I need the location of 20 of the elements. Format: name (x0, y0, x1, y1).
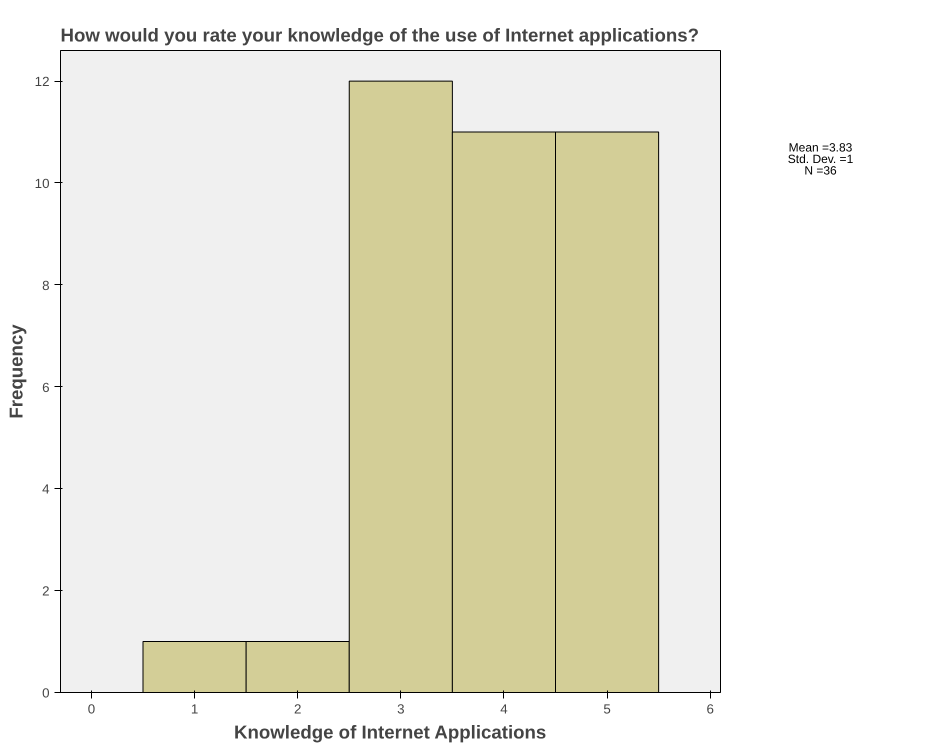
y-tick-label: 6 (42, 380, 50, 395)
x-tick-label: 2 (294, 702, 302, 716)
y-tick-label: 2 (42, 584, 50, 599)
y-tick-label: 4 (42, 482, 50, 497)
text: N =36 (804, 163, 838, 178)
text: Mean =3.83 (788, 140, 853, 154)
x-tick-label: 4 (500, 702, 508, 716)
y-tick-label: 8 (42, 278, 50, 293)
y-axis-title: Frequency (6, 324, 27, 419)
y-tick-label: 12 (34, 74, 50, 90)
text: Std. Dev. =1 (788, 152, 854, 166)
chart-title: How would you rate your knowledge of the use of Internet applications? (60, 24, 700, 46)
x-tick-label: 5 (603, 702, 611, 716)
x-tick-label: 1 (190, 702, 198, 716)
x-tick-label: 6 (706, 702, 714, 716)
x-tick-label: 3 (397, 702, 405, 716)
x-tick-label: 0 (88, 702, 96, 716)
y-tick-label: 0 (42, 686, 50, 700)
x-axis-title: Knowledge of Internet Applications (234, 722, 546, 742)
y-tick-label: 10 (34, 176, 50, 191)
